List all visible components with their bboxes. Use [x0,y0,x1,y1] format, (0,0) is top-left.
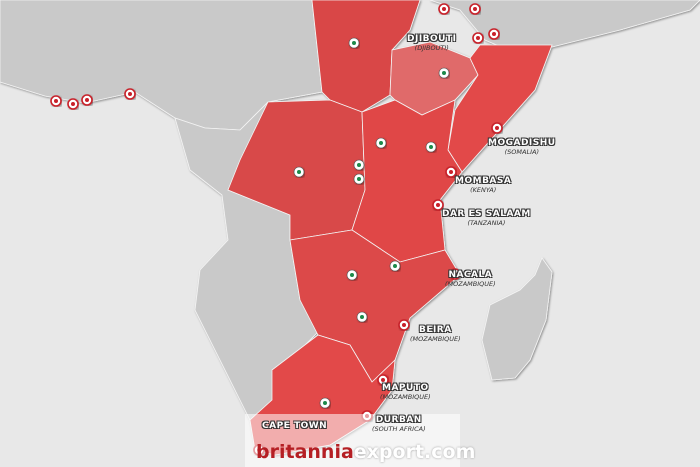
port-marker-icon[interactable] [472,32,484,44]
port-label-maputo: MAPUTO (MOZAMBIQUE) [380,384,431,401]
port-marker-icon[interactable] [445,166,457,178]
capital-marker-icon[interactable] [348,37,360,49]
country-name: (TANZANIA) [467,219,506,227]
port-label-mombasa: MOMBASA (KENYA) [455,177,511,194]
port-marker-icon[interactable] [491,122,503,134]
country-name: (DJIBOUTI) [414,44,449,52]
city-name: MAPUTO [382,383,429,393]
region-southern-central [289,229,461,383]
city-name: MOMBASA [455,176,512,186]
city-name: BEIRA [418,325,452,335]
capital-marker-icon[interactable] [353,173,365,185]
port-marker-icon[interactable] [81,94,93,106]
capital-marker-icon[interactable] [425,141,437,153]
port-label-beira: BEIRA (MOZAMBIQUE) [410,326,461,343]
capital-marker-icon[interactable] [293,166,305,178]
country-name: (MOZAMBIQUE) [380,393,431,401]
city-name: DAR ES SALAAM [442,209,531,219]
port-label-djibouti: DJIBOUTI (DJIBOUTI) [407,35,456,52]
port-marker-icon[interactable] [124,88,136,100]
capital-marker-icon[interactable] [346,269,358,281]
port-marker-icon[interactable] [488,28,500,40]
port-marker-icon[interactable] [398,319,410,331]
port-label-durban: DURBAN (SOUTH AFRICA) [372,416,426,433]
country-name: (SOMALIA) [504,148,539,156]
capital-marker-icon[interactable] [356,311,368,323]
watermark-brand: britannia [256,441,354,463]
watermark-logo: britanniaexport.com [256,441,475,463]
city-name: NACALA [448,270,493,280]
land-madagascar [481,257,553,381]
port-marker-icon[interactable] [469,3,481,15]
port-marker-icon[interactable] [377,374,389,386]
region-east-africa [351,99,463,263]
port-marker-icon[interactable] [438,3,450,15]
capital-marker-icon[interactable] [319,397,331,409]
country-name: (KENYA) [470,186,497,194]
port-marker-icon[interactable] [432,199,444,211]
country-name: (MOZAMBIQUE) [410,335,461,343]
city-name: CAPE TOWN [262,421,328,431]
port-marker-icon[interactable] [449,268,461,280]
capital-marker-icon[interactable] [389,260,401,272]
port-label-dar-es-salaam: DAR ES SALAAM (TANZANIA) [442,210,531,227]
port-marker-icon[interactable] [67,98,79,110]
capital-marker-icon[interactable] [375,137,387,149]
port-label-nacala: NACALA (MOZAMBIQUE) [445,271,496,288]
country-name: (MOZAMBIQUE) [445,280,496,288]
port-label-mogadishu: MOGADISHU (SOMALIA) [488,139,556,156]
country-name: (SOUTH AFRICA) [372,425,426,433]
land-arabia [429,0,700,56]
city-name: MOGADISHU [488,138,556,148]
capital-marker-icon[interactable] [353,159,365,171]
city-name: DJIBOUTI [407,34,457,44]
port-label-cape-town: CAPE TOWN [262,422,327,431]
watermark-panel [245,414,460,467]
watermark-suffix: export.com [353,441,476,463]
capital-marker-icon[interactable] [438,67,450,79]
city-name: DURBAN [375,415,422,425]
port-marker-icon[interactable] [50,95,62,107]
